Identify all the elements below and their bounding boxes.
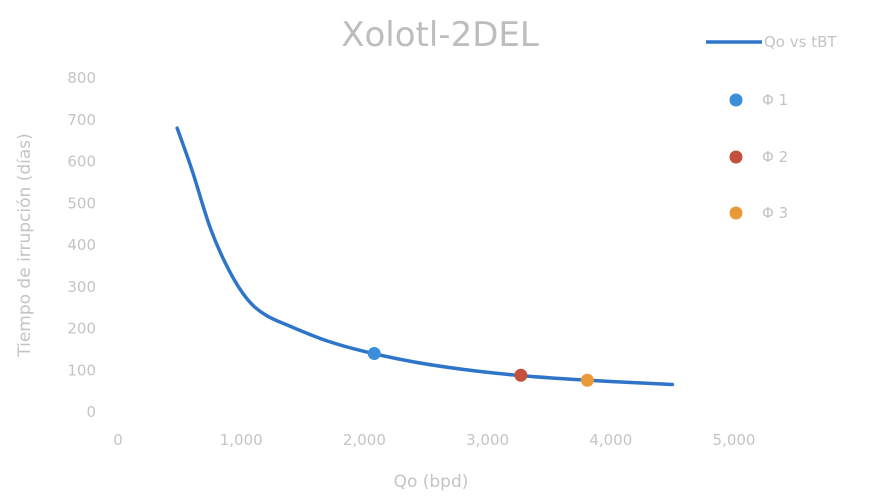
- legend-label: Φ 2: [762, 148, 788, 166]
- legend: Qo vs tBT Φ 1 Φ 2 Φ 3: [706, 33, 837, 222]
- data-point: [367, 347, 381, 361]
- x-tick-label: 1,000: [220, 431, 263, 449]
- chart-title: Xolotl-2DEL: [341, 15, 539, 55]
- y-tick-label: 600: [67, 153, 96, 171]
- y-tick-label: 400: [67, 236, 96, 254]
- y-tick-label: 100: [67, 361, 96, 379]
- y-tick-label: 700: [67, 111, 96, 129]
- y-tick-label: 200: [67, 320, 96, 338]
- data-point: [580, 373, 594, 387]
- y-axis-title: Tiempo de irrupción (días): [15, 133, 35, 358]
- y-tick-label: 800: [67, 69, 96, 87]
- y-tick-label: 500: [67, 194, 96, 212]
- legend-marker: [729, 93, 743, 107]
- series-line-qo-vs-tbt: [175, 126, 675, 387]
- y-tick-label: 300: [67, 278, 96, 296]
- y-axis-ticks: 0 100 200 300 400 500 600 700 800: [67, 69, 96, 421]
- legend-label: Φ 3: [762, 204, 788, 222]
- x-tick-label: 4,000: [589, 431, 632, 449]
- x-tick-label: 3,000: [466, 431, 509, 449]
- x-tick-label: 0: [113, 431, 123, 449]
- legend-label: Qo vs tBT: [764, 33, 837, 51]
- legend-marker: [729, 206, 743, 220]
- legend-label: Φ 1: [762, 91, 788, 109]
- y-tick-label: 0: [86, 403, 96, 421]
- plot-area: [175, 126, 675, 387]
- x-tick-label: 5,000: [713, 431, 756, 449]
- data-point: [514, 368, 528, 382]
- legend-marker: [729, 150, 743, 164]
- x-axis-title: Qo (bpd): [394, 472, 469, 492]
- x-axis-ticks: 0 1,000 2,000 3,000 4,000 5,000: [113, 431, 755, 449]
- x-tick-label: 2,000: [343, 431, 386, 449]
